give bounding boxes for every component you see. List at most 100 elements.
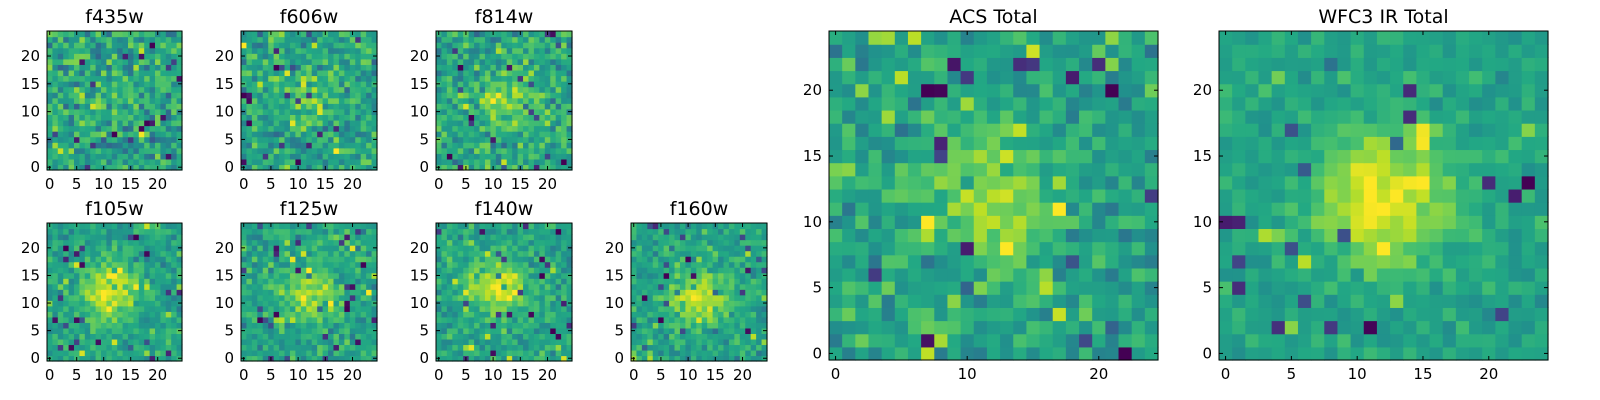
heatmap-cell (761, 338, 768, 346)
heatmap-cell (457, 349, 464, 357)
heatmap-cell (868, 215, 883, 229)
heatmap-cell (512, 92, 519, 99)
heatmap-cell (685, 316, 692, 323)
heatmap-cell (528, 36, 535, 43)
heatmap-cell (490, 316, 497, 323)
heatmap-cell (63, 272, 70, 279)
heatmap-cell (652, 294, 659, 301)
heatmap-cell (669, 250, 676, 257)
heatmap-cell (344, 92, 351, 99)
heatmap-cell (718, 316, 725, 323)
heatmap-cell (561, 245, 568, 252)
heatmap-cell (712, 278, 719, 285)
heatmap-cell (868, 162, 883, 177)
heatmap-cell (333, 223, 340, 230)
heatmap-cell (734, 239, 741, 246)
heatmap-cell (322, 147, 329, 154)
heatmap-cell (921, 228, 935, 243)
heatmap-cell (734, 278, 741, 285)
heatmap-cell (566, 92, 573, 99)
heatmap-cell (647, 272, 654, 279)
heatmap-cell (349, 344, 356, 351)
heatmap-cell (149, 42, 156, 49)
heatmap-cell (750, 245, 757, 252)
heatmap-cell (436, 131, 443, 138)
heatmap-cell (855, 228, 870, 243)
heatmap-cell (257, 349, 264, 357)
heatmap-cell (84, 86, 91, 93)
heatmap-cell (441, 64, 448, 71)
heatmap-cell (506, 239, 513, 246)
heatmap-cell (533, 69, 540, 77)
heatmap-cell (251, 136, 258, 143)
heatmap-cell (322, 278, 329, 285)
heatmap-cell (257, 142, 264, 149)
heatmap-cell (1065, 228, 1080, 243)
heatmap-cell (338, 261, 345, 268)
heatmap-cell (122, 300, 129, 307)
heatmap-cell (171, 86, 178, 93)
heatmap-cell (349, 327, 356, 334)
heatmap-cell (750, 311, 757, 318)
heatmap-cell (349, 36, 356, 43)
heatmap-cell (674, 311, 681, 318)
heatmap-cell (289, 158, 296, 166)
heatmap-cell (84, 131, 91, 138)
heatmap-cell (446, 131, 453, 138)
heatmap-cell (457, 114, 464, 121)
heatmap-cell (723, 322, 730, 329)
heatmap-cell (960, 175, 975, 190)
x-tick-label: 10 (94, 366, 113, 384)
heatmap-cell (52, 294, 59, 301)
heatmap-cell (446, 355, 453, 362)
heatmap-cell (257, 31, 264, 38)
heatmap-cell (57, 147, 64, 154)
heatmap-cell (74, 153, 80, 160)
heatmap-cell (501, 316, 508, 323)
heatmap-cell (501, 344, 508, 351)
heatmap-cell (84, 92, 91, 99)
heatmap-cell (306, 81, 313, 88)
heatmap-cell (84, 158, 91, 166)
heatmap-cell (176, 153, 183, 160)
heatmap-cell (171, 75, 178, 82)
heatmap-cell (257, 164, 264, 171)
heatmap-cell (441, 333, 448, 340)
heatmap-cell (441, 239, 448, 246)
heatmap-cell (133, 136, 140, 143)
heatmap-cell (128, 64, 134, 71)
heatmap-cell (468, 131, 475, 138)
heatmap-cell (57, 142, 64, 149)
heatmap-cell (446, 125, 453, 132)
heatmap-cell (366, 256, 373, 263)
heatmap-cell (761, 316, 768, 323)
heatmap-cell (117, 250, 124, 257)
heatmap-cell (52, 333, 59, 340)
heatmap-cell (1000, 307, 1014, 322)
heatmap-cell (84, 294, 91, 301)
heatmap-cell (501, 228, 508, 235)
heatmap-cell (279, 75, 286, 82)
heatmap-cell (366, 31, 373, 38)
heatmap-cell (328, 69, 335, 77)
heatmap-cell (517, 322, 524, 329)
heatmap-cell (371, 103, 378, 110)
heatmap-cell (371, 153, 378, 160)
heatmap-cell (550, 223, 557, 230)
heatmap-cell (295, 69, 302, 77)
heatmap-cell (652, 338, 659, 346)
heatmap-cell (512, 47, 519, 54)
heatmap-cell (436, 58, 443, 65)
heatmap-cell (495, 125, 502, 132)
heatmap-cell (457, 234, 464, 241)
heatmap-cell (300, 164, 307, 171)
heatmap-cell (63, 283, 70, 290)
heatmap-cell (106, 114, 113, 121)
heatmap-cell (47, 322, 53, 329)
heatmap-cell (295, 53, 302, 60)
heatmap-cell (907, 281, 922, 295)
heatmap-cell (246, 289, 253, 296)
heatmap-cell (251, 31, 258, 38)
heatmap-cell (165, 316, 172, 323)
